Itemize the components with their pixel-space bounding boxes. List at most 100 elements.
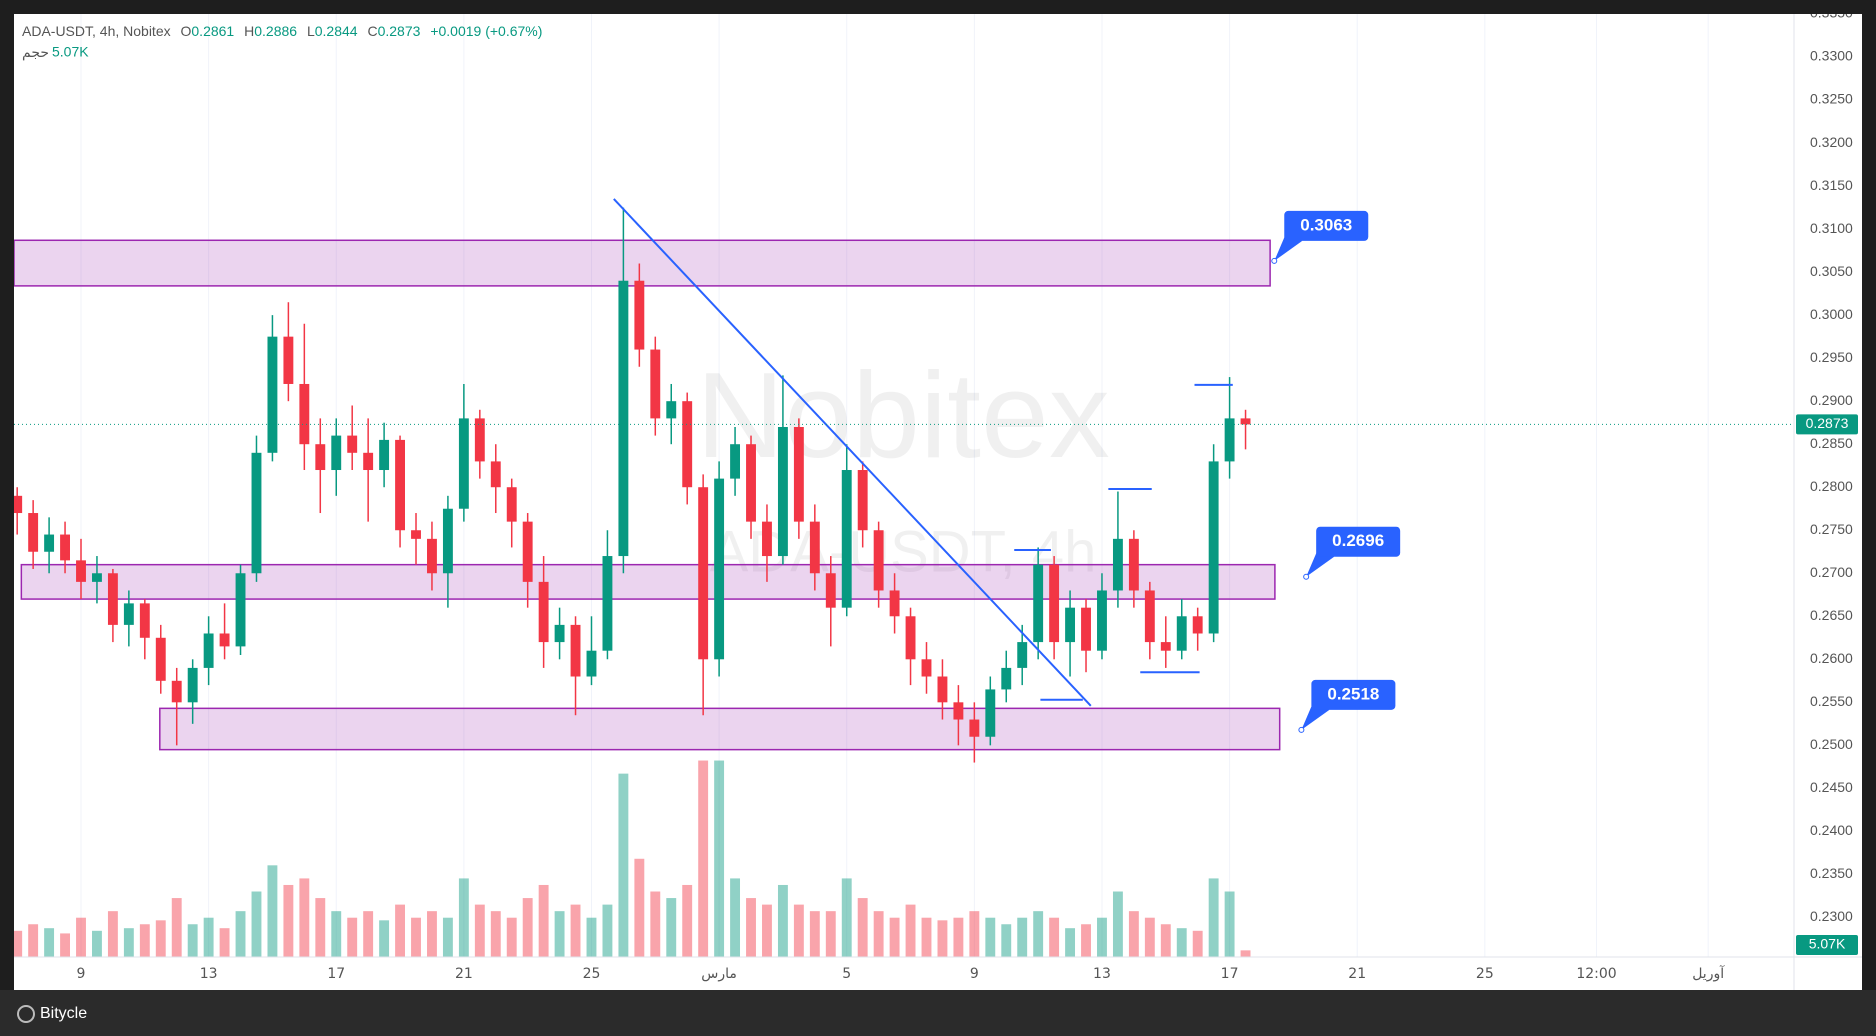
candle-body bbox=[841, 470, 852, 608]
volume-bar bbox=[427, 911, 437, 957]
volume-bar bbox=[123, 928, 134, 957]
volume-bar bbox=[809, 911, 820, 957]
ohlc-key: O bbox=[181, 23, 192, 39]
candle-body bbox=[235, 573, 246, 647]
volume-bar bbox=[1081, 924, 1091, 957]
candle-body bbox=[714, 478, 725, 660]
candle-body bbox=[634, 280, 645, 350]
candle-body bbox=[793, 426, 804, 522]
volume-bar bbox=[698, 760, 709, 957]
candle-body bbox=[203, 633, 214, 668]
candle-body bbox=[267, 336, 278, 453]
volume-bar bbox=[857, 898, 868, 957]
x-tick-label: 25 bbox=[1476, 966, 1494, 982]
volume-bar bbox=[522, 898, 533, 957]
volume-bar bbox=[953, 917, 964, 957]
y-tick-label: 0.2550 bbox=[1810, 693, 1853, 709]
callout-anchor bbox=[1271, 257, 1278, 264]
candle-body bbox=[76, 560, 86, 582]
y-tick-label: 0.3150 bbox=[1810, 177, 1853, 193]
volume-box bbox=[1796, 935, 1858, 955]
last-price-box bbox=[1796, 414, 1858, 435]
volume-bar bbox=[889, 917, 900, 957]
candle-body bbox=[1208, 461, 1219, 634]
candle-body bbox=[905, 616, 916, 660]
y-tick-label: 0.2400 bbox=[1810, 822, 1853, 838]
volume-title: حجم bbox=[22, 45, 49, 61]
y-tick-label: 0.3300 bbox=[1810, 48, 1853, 64]
candle-body bbox=[107, 573, 118, 625]
candle-body bbox=[1097, 590, 1107, 651]
candle-body bbox=[777, 426, 788, 557]
candle-body bbox=[1112, 538, 1123, 591]
candle-body bbox=[251, 452, 262, 574]
volume-bar bbox=[506, 917, 517, 957]
volume-bar bbox=[76, 917, 86, 957]
y-tick-label: 0.2950 bbox=[1810, 349, 1853, 365]
candle-body bbox=[14, 495, 23, 514]
candle-body bbox=[44, 534, 55, 552]
callout-label: 0.2696 bbox=[1332, 531, 1384, 550]
candle-body bbox=[953, 702, 964, 720]
volume-bar bbox=[841, 878, 852, 957]
candle-body bbox=[873, 530, 884, 591]
volume-bar bbox=[873, 911, 884, 957]
x-tick-label: 21 bbox=[455, 966, 473, 982]
candle-body bbox=[538, 581, 549, 643]
callout-box bbox=[1316, 526, 1401, 557]
candle-body bbox=[618, 280, 629, 557]
volume-bar bbox=[586, 917, 597, 957]
zone bbox=[159, 707, 1281, 751]
volume-bar bbox=[985, 917, 996, 957]
volume-bar bbox=[1160, 924, 1171, 957]
volume-bar bbox=[825, 911, 836, 957]
volume-bar bbox=[299, 878, 310, 957]
candle-body bbox=[347, 435, 358, 453]
y-tick-label: 0.2500 bbox=[1810, 736, 1853, 752]
candle-body bbox=[1224, 418, 1235, 462]
last-price-label: 0.2873 bbox=[1806, 415, 1849, 431]
volume-bar bbox=[1144, 917, 1155, 957]
y-tick-label: 0.3350 bbox=[1810, 5, 1853, 21]
volume-bar bbox=[730, 878, 741, 957]
volume-bar bbox=[458, 878, 469, 957]
volume-bar bbox=[1128, 911, 1139, 957]
candle-body bbox=[1144, 590, 1155, 643]
y-tick-label: 0.2650 bbox=[1810, 607, 1853, 623]
volume-bar bbox=[1208, 878, 1219, 957]
candle-body bbox=[602, 556, 613, 651]
candle-body bbox=[411, 530, 421, 539]
candle-body bbox=[746, 444, 756, 522]
chart-panel bbox=[14, 14, 1862, 990]
x-tick-label: 17 bbox=[1221, 966, 1239, 982]
volume-bar bbox=[1049, 917, 1060, 957]
volume-bar bbox=[267, 865, 278, 957]
candle-body bbox=[666, 401, 677, 419]
y-tick-label: 0.2800 bbox=[1810, 478, 1853, 494]
brand: Bitycle bbox=[40, 1005, 87, 1022]
volume-bar bbox=[1097, 917, 1107, 957]
volume-bar bbox=[634, 858, 645, 957]
volume-bar bbox=[331, 911, 342, 957]
candle-body bbox=[299, 383, 310, 445]
volume-bar bbox=[474, 904, 485, 957]
volume-axis-label: 5.07K bbox=[1809, 936, 1846, 952]
volume-bar bbox=[1192, 930, 1203, 957]
candle-body bbox=[586, 650, 597, 677]
candle-body bbox=[921, 659, 932, 677]
candle-body bbox=[809, 521, 820, 574]
volume-bar bbox=[937, 920, 948, 957]
x-tick-label: 13 bbox=[200, 966, 218, 982]
candle-body bbox=[490, 461, 501, 488]
volume-bar bbox=[570, 904, 581, 957]
candle-body bbox=[92, 573, 102, 582]
volume-bar bbox=[60, 933, 70, 957]
ohlc-key: L bbox=[307, 23, 315, 39]
y-tick-label: 0.2900 bbox=[1810, 392, 1853, 408]
candle-body bbox=[395, 439, 406, 531]
volume-bar bbox=[554, 911, 565, 957]
volume-bar bbox=[251, 891, 262, 957]
x-tick-label: 17 bbox=[327, 966, 345, 982]
volume-bar bbox=[283, 884, 294, 957]
callout-anchor bbox=[1303, 573, 1310, 580]
